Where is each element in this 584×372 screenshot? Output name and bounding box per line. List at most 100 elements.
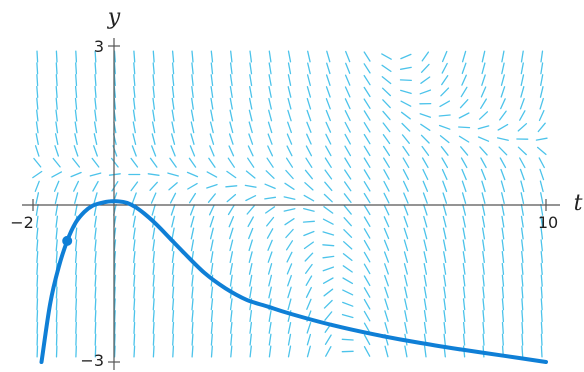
slope-segment (190, 227, 195, 240)
slope-segment (149, 157, 158, 168)
slope-segment (481, 180, 486, 193)
slope-segment (191, 50, 194, 63)
slope-segment (345, 50, 351, 63)
slope-segment (307, 50, 311, 63)
slope-segment (209, 133, 215, 145)
slope-segment (94, 298, 97, 311)
slope-field (32, 50, 548, 358)
slope-segment (206, 183, 218, 189)
slope-segment (324, 311, 333, 321)
slope-segment (171, 227, 175, 240)
slope-segment (150, 192, 157, 204)
slope-segment (325, 74, 331, 86)
slope-segment (284, 218, 295, 226)
slope-segment (520, 215, 524, 228)
slope-segment (169, 157, 177, 168)
slope-segment (210, 97, 214, 110)
slope-segment (521, 321, 524, 334)
slope-segment (363, 275, 371, 287)
slope-segment (36, 109, 39, 122)
slope-segment (403, 263, 408, 275)
slope-segment (247, 216, 254, 228)
slope-segment (75, 310, 77, 323)
slope-segment (344, 145, 352, 157)
slope-segment (55, 310, 58, 323)
slope-segment (209, 215, 215, 228)
slope-segment (481, 227, 486, 240)
slope-segment (267, 145, 274, 157)
slope-segment (55, 298, 58, 311)
slope-segment (55, 251, 58, 264)
slope-segment (304, 252, 314, 262)
slope-segment (94, 274, 97, 287)
slope-segment (535, 137, 548, 141)
slope-segment (168, 182, 178, 191)
slope-segment (481, 192, 486, 204)
slope-segment (520, 192, 525, 205)
slope-segment (229, 85, 233, 98)
slope-segment (132, 121, 136, 134)
slope-segment (227, 157, 235, 168)
slope-segment (402, 157, 410, 169)
slope-segment (286, 133, 293, 145)
slope-segment (249, 50, 253, 63)
slope-segment (268, 310, 272, 323)
slope-segment (74, 121, 78, 134)
slope-segment (384, 263, 389, 275)
slope-segment (501, 251, 505, 264)
slope-segment (171, 121, 175, 134)
slope-segment (322, 266, 335, 272)
slope-segment (322, 244, 335, 247)
slope-segment (227, 204, 235, 216)
slope-segment (229, 274, 233, 287)
slope-segment (540, 333, 543, 346)
slope-segment (442, 239, 447, 252)
slope-segment (540, 286, 543, 299)
slope-segment (191, 333, 194, 346)
slope-segment (540, 50, 544, 63)
slope-segment (149, 181, 158, 191)
slope-segment (481, 74, 486, 86)
slope-segment (344, 110, 351, 122)
slope-segment (439, 100, 451, 108)
slope-segment (268, 345, 272, 358)
slope-segment (226, 170, 237, 179)
slope-segment (191, 321, 194, 334)
slope-segment (228, 133, 234, 145)
slope-segment (133, 50, 136, 63)
slope-segment (363, 298, 371, 310)
slope-segment (540, 239, 543, 252)
slope-segment (517, 146, 527, 156)
slope-segment (481, 203, 486, 216)
slope-segment (249, 62, 253, 75)
slope-segment (268, 85, 272, 98)
slope-segment (113, 345, 116, 358)
slope-segment (343, 229, 353, 238)
slope-segment (520, 74, 525, 87)
slope-segment (520, 62, 524, 75)
slope-segment (287, 62, 292, 75)
slope-segment (404, 321, 408, 334)
slope-segment (132, 133, 137, 146)
slope-segment (459, 99, 469, 109)
solution-curve (39, 199, 548, 364)
slope-segment (70, 171, 82, 178)
slope-segment (93, 192, 98, 204)
slope-segment (443, 274, 447, 287)
slope-segment (189, 204, 196, 216)
slope-segment (171, 262, 175, 275)
slope-segment (521, 298, 524, 311)
slope-segment (210, 333, 213, 346)
slope-segment (268, 274, 273, 287)
slope-segment (462, 215, 466, 228)
slope-segment (482, 310, 485, 323)
slope-segment (172, 310, 175, 323)
y-tick-label-neg3: −3 (80, 351, 104, 370)
slope-segment (171, 97, 175, 110)
slope-segment (423, 310, 427, 323)
slope-segment (324, 169, 333, 180)
slope-segment (537, 122, 546, 133)
slope-segment (171, 74, 175, 87)
slope-segment (147, 173, 160, 176)
slope-segment (36, 310, 39, 323)
